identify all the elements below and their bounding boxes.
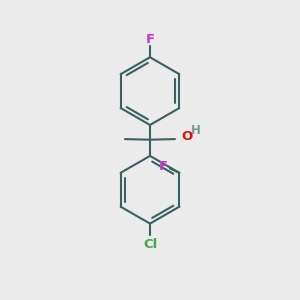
Text: Cl: Cl bbox=[143, 238, 157, 251]
Text: F: F bbox=[146, 33, 154, 46]
Text: O: O bbox=[182, 130, 193, 143]
Text: F: F bbox=[159, 160, 168, 172]
Text: H: H bbox=[191, 124, 201, 137]
